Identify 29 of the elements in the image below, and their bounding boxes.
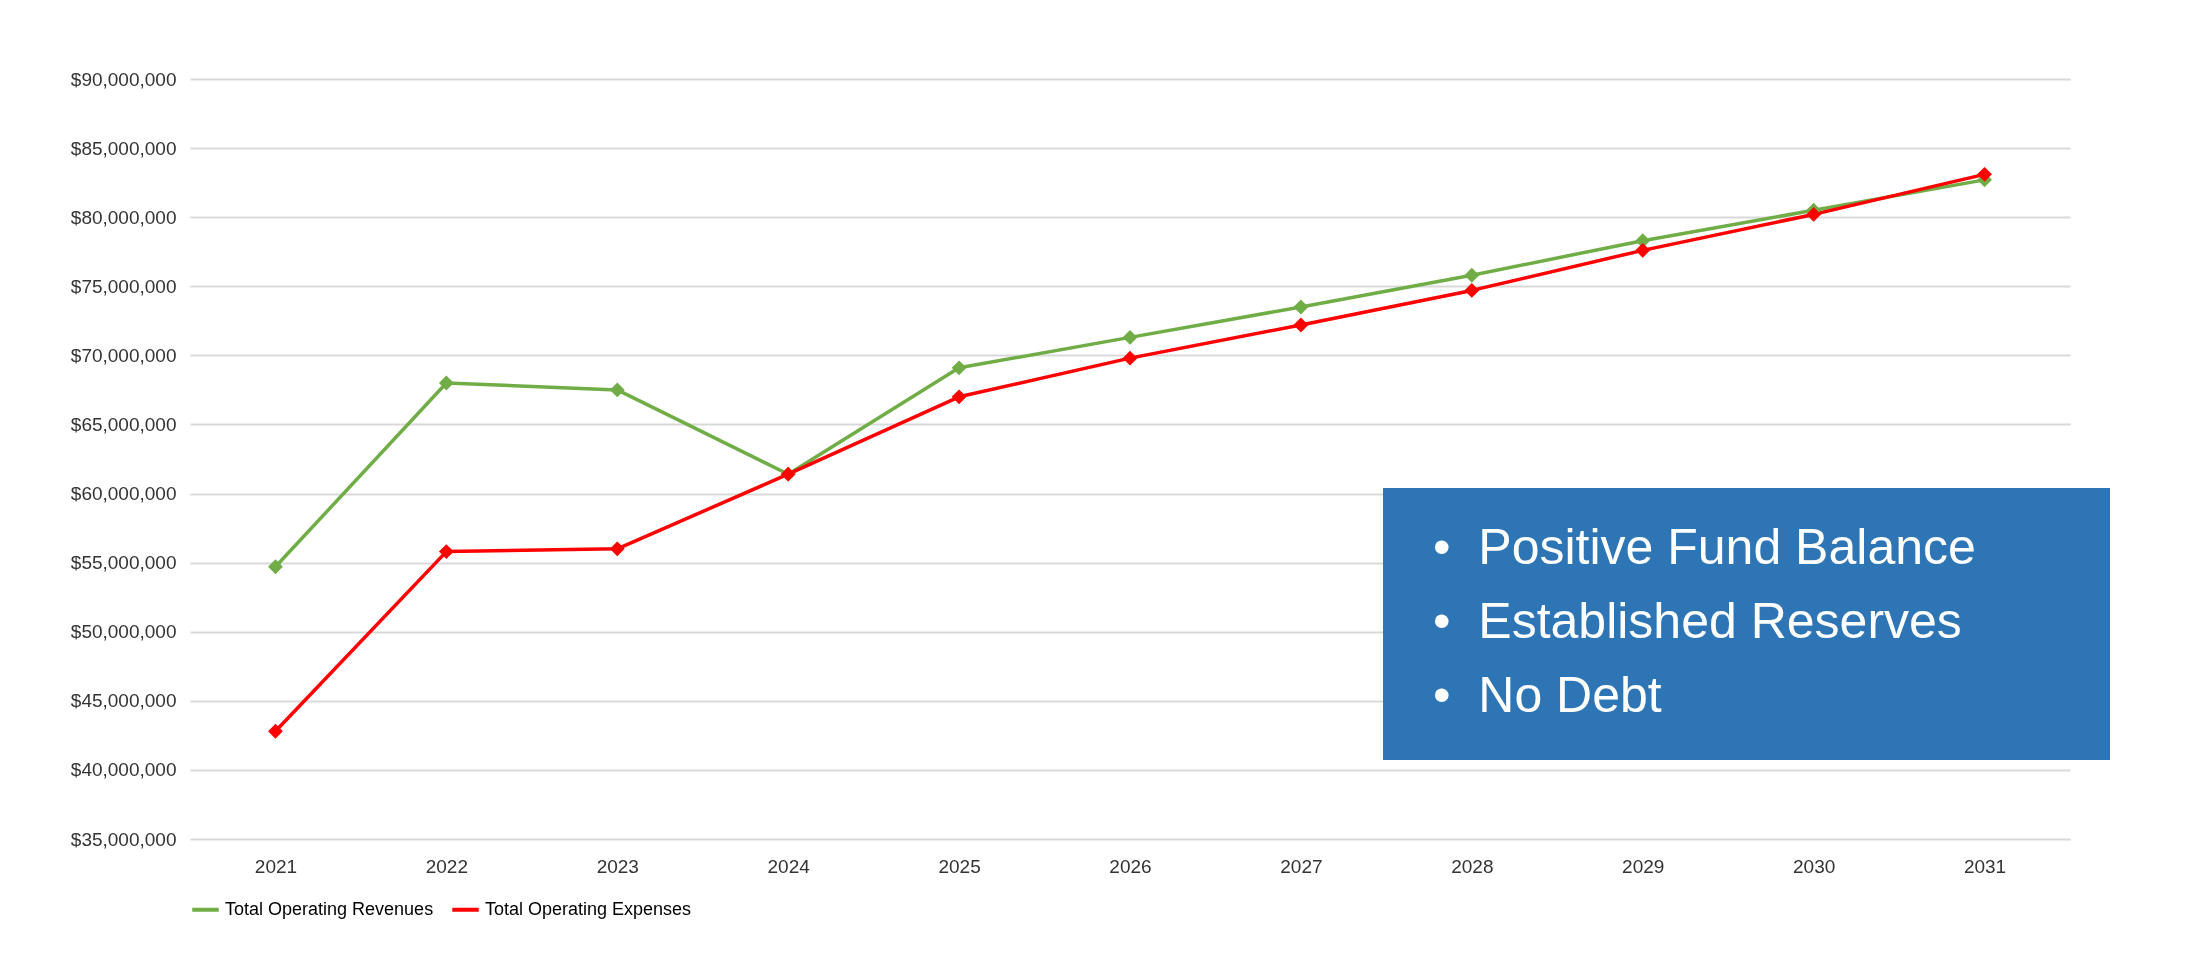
x-tick-label: 2026: [1109, 855, 1152, 877]
y-tick-label: $35,000,000: [70, 828, 177, 850]
x-tick-label: 2028: [1451, 855, 1494, 877]
y-tick-label: $75,000,000: [70, 275, 177, 297]
y-tick-label: $55,000,000: [70, 552, 177, 574]
x-tick-label: 2027: [1280, 855, 1323, 877]
annotation: • Established Reserves: [1433, 592, 1963, 651]
y-tick-label: $70,000,000: [70, 344, 177, 366]
annotation: • Positive Fund Balance: [1433, 518, 1977, 577]
legend-label: Total Operating Expenses: [485, 898, 692, 919]
x-tick-label: 2031: [1963, 855, 2007, 877]
x-tick-label: 2030: [1793, 855, 1836, 877]
x-tick-label: 2029: [1622, 855, 1665, 877]
x-tick-label: 2021: [254, 855, 298, 877]
x-tick-label: 2025: [938, 855, 981, 877]
x-tick-label: 2024: [767, 855, 811, 877]
x-tick-label: 2023: [596, 855, 639, 877]
annotation: • No Debt: [1433, 666, 1663, 725]
callout-box: • Positive Fund Balance • Established Reserves • No Debt: [1383, 488, 2110, 760]
x-tick-label: 2022: [425, 855, 468, 877]
y-tick-label: $80,000,000: [70, 206, 177, 228]
y-tick-label: $60,000,000: [70, 483, 177, 505]
y-tick-label: $45,000,000: [70, 690, 177, 712]
y-tick-label: $85,000,000: [70, 137, 177, 159]
y-tick-label: $50,000,000: [70, 621, 177, 643]
legend-label: Total Operating Revenues: [225, 898, 434, 919]
y-tick-label: $65,000,000: [70, 413, 177, 435]
y-tick-label: $40,000,000: [70, 759, 177, 781]
y-tick-label: $90,000,000: [70, 68, 177, 90]
